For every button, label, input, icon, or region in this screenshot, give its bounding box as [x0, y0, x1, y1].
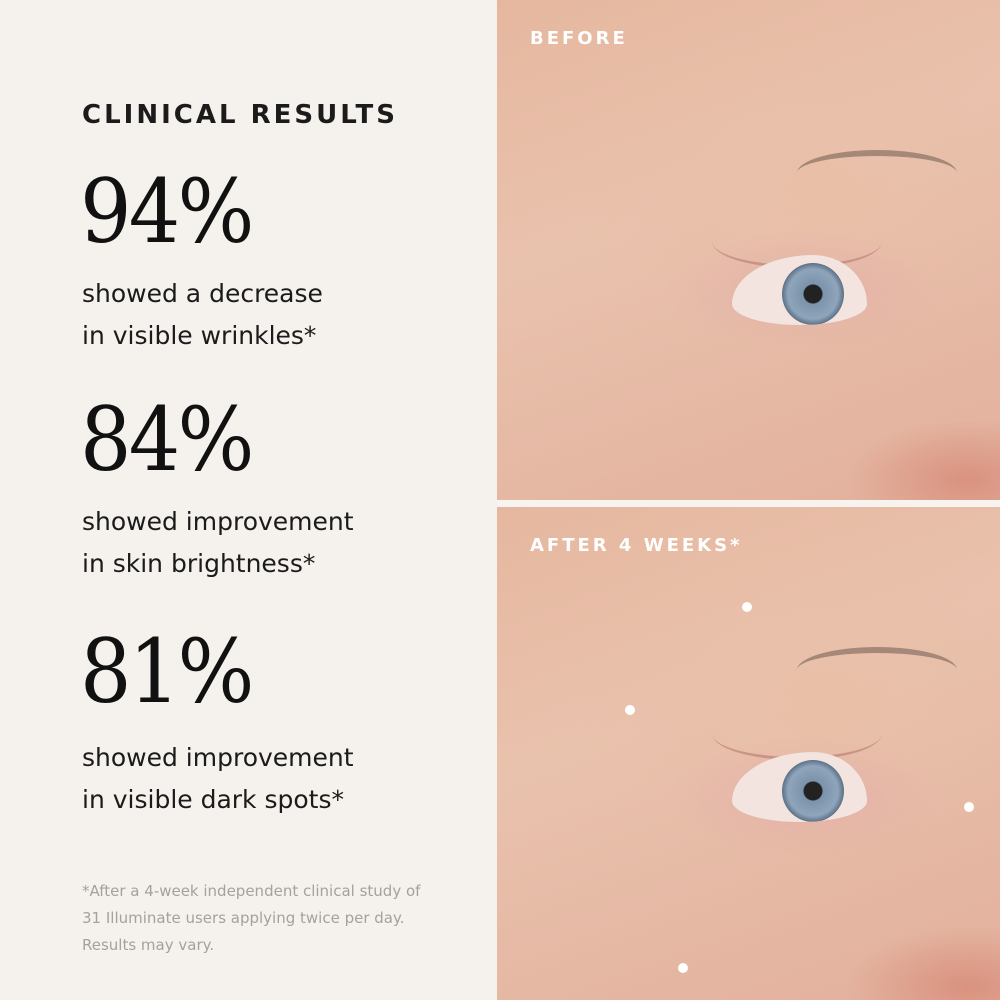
eyebrow	[797, 150, 957, 196]
divider	[497, 500, 1000, 507]
before-photo: BEFORE	[497, 0, 1000, 500]
eye	[732, 255, 867, 325]
stat-brightness-value: 84%	[80, 388, 254, 491]
stat-wrinkles-description: showed a decrease in visible wrinkles*	[82, 273, 323, 357]
iris	[782, 760, 844, 822]
stat-dark-spots-description: showed improvement in visible dark spots…	[82, 737, 354, 821]
marker-dot	[625, 705, 635, 715]
footnote-line: Results may vary.	[82, 936, 215, 954]
stat-brightness-description: showed improvement in skin brightness*	[82, 501, 354, 585]
heading: CLINICAL RESULTS	[82, 100, 398, 130]
marker-dot	[964, 802, 974, 812]
marker-dot	[742, 602, 752, 612]
footnote: *After a 4-week independent clinical stu…	[82, 878, 420, 959]
iris	[782, 263, 844, 325]
footnote-line: 31 Illuminate users applying twice per d…	[82, 909, 405, 927]
after-photo: AFTER 4 WEEKS*	[497, 507, 1000, 1000]
desc-line: in visible dark spots*	[82, 785, 344, 814]
stat-wrinkles-value: 94%	[80, 160, 254, 263]
desc-line: showed improvement	[82, 507, 354, 536]
results-panel: CLINICAL RESULTS 94% showed a decrease i…	[0, 0, 497, 1000]
stat-dark-spots-value: 81%	[80, 620, 254, 723]
after-label: AFTER 4 WEEKS*	[530, 535, 743, 556]
desc-line: showed a decrease	[82, 279, 323, 308]
desc-line: showed improvement	[82, 743, 354, 772]
desc-line: in visible wrinkles*	[82, 321, 317, 350]
eyebrow	[797, 647, 957, 693]
footnote-line: *After a 4-week independent clinical stu…	[82, 882, 421, 900]
desc-line: in skin brightness*	[82, 549, 316, 578]
before-label: BEFORE	[530, 28, 628, 49]
marker-dot	[678, 963, 688, 973]
